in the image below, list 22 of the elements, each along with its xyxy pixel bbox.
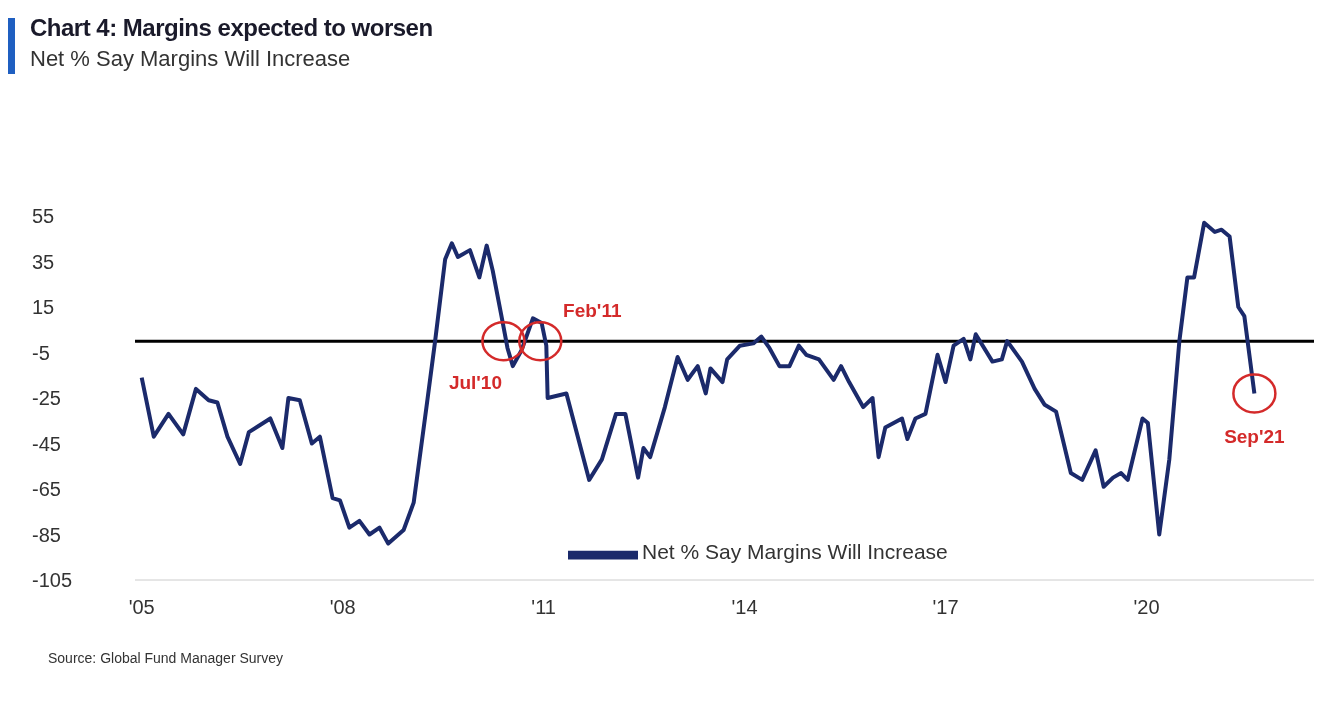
x-tick-label: '11 (531, 596, 556, 619)
x-tick-label: '08 (329, 596, 356, 619)
y-tick-label: -25 (32, 387, 61, 410)
annotation: Sep'21 (1224, 426, 1286, 448)
source-note: Source: Global Fund Manager Survey (48, 650, 284, 666)
y-tick-label: 15 (32, 296, 55, 319)
x-tick-label: '20 (1133, 596, 1160, 619)
y-tick-label: -85 (32, 523, 61, 546)
y-tick-label: -105 (32, 569, 73, 592)
x-tick-label: '17 (932, 596, 959, 619)
x-tick-label: '05 (128, 596, 155, 619)
x-tick-label: '14 (731, 596, 758, 619)
y-tick-label: -65 (32, 478, 61, 501)
y-tick-label: 35 (32, 250, 55, 273)
y-tick-label: 55 (32, 205, 55, 228)
y-tick-label: -45 (32, 432, 61, 455)
annotation: Feb'11 (563, 300, 622, 322)
legend-label: Net % Say Margins Will Increase (642, 540, 948, 564)
y-tick-label: -5 (32, 341, 50, 364)
chart-subtitle: Net % Say Margins Will Increase (30, 46, 351, 72)
chart-title: Chart 4: Margins expected to worsen (30, 14, 433, 42)
annotation: Jul'10 (448, 372, 502, 394)
